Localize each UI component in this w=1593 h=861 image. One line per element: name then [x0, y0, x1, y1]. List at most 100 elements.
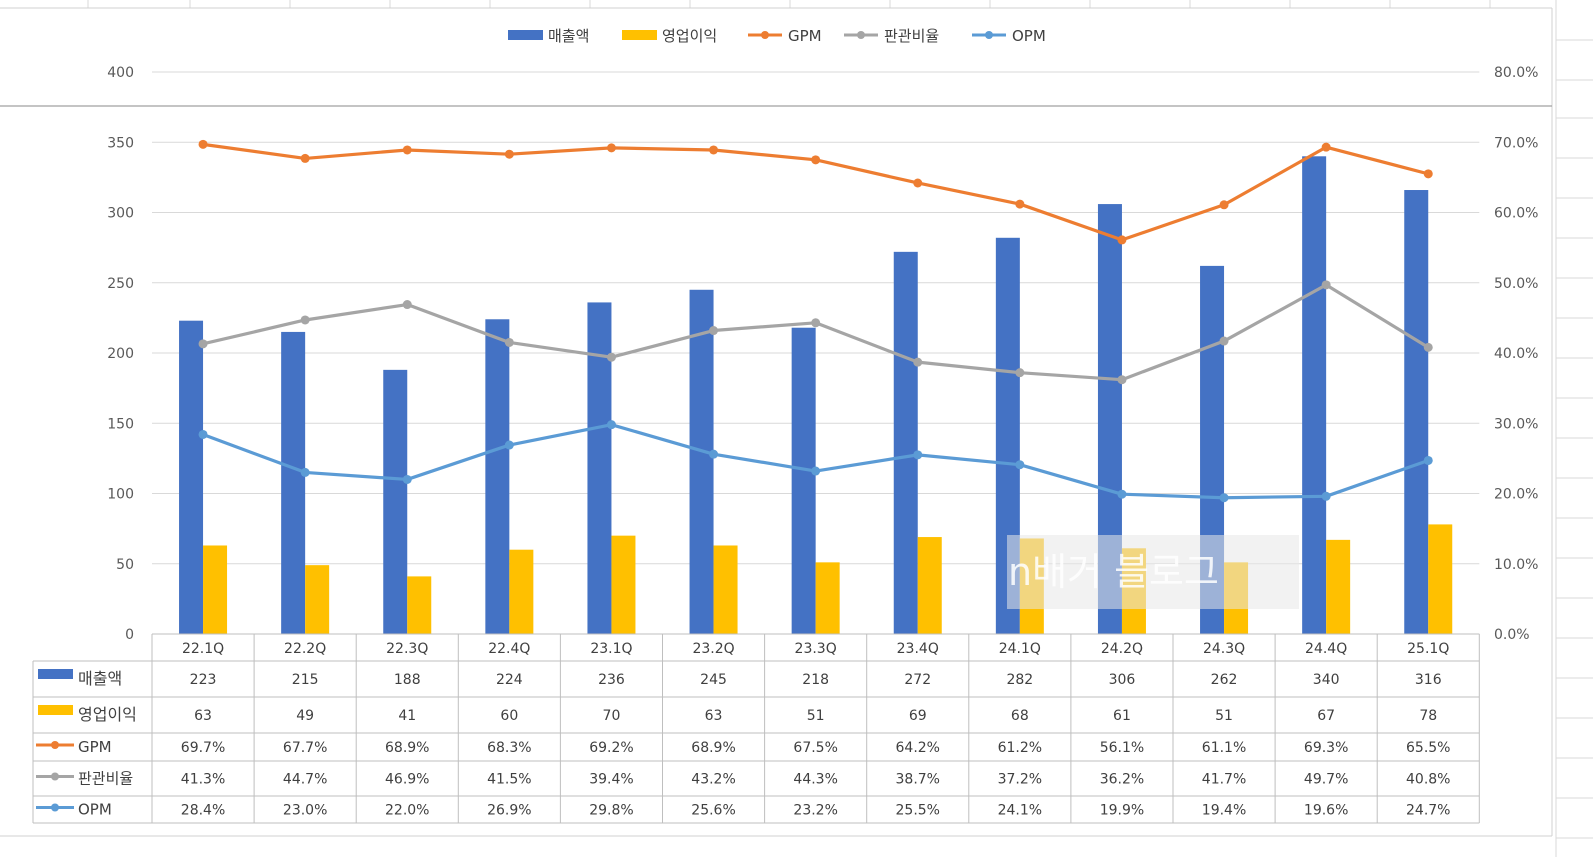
series-marker-판관비율 — [1423, 342, 1433, 352]
left-axis-tick-label: 200 — [107, 346, 134, 362]
table-cell: 25.6% — [691, 803, 735, 819]
bar-revenue — [383, 369, 408, 634]
series-marker-GPM — [811, 155, 821, 165]
series-marker-OPM — [606, 420, 616, 430]
table-cell: 49.7% — [1304, 772, 1348, 788]
series-marker-판관비율 — [402, 300, 412, 310]
series-marker-판관비율 — [1219, 336, 1229, 346]
table-cell: 26.9% — [487, 803, 531, 819]
table-cell: 24.1% — [998, 803, 1042, 819]
series-marker-OPM — [1015, 460, 1025, 470]
table-cell: 41 — [398, 708, 416, 724]
table-cell: 262 — [1211, 672, 1238, 688]
table-cell: 23.0% — [283, 803, 327, 819]
line-series — [198, 139, 1433, 503]
watermark: n배거 블로그 — [1007, 535, 1299, 609]
table-cell: 19.9% — [1100, 803, 1144, 819]
table-cell: 37.2% — [998, 772, 1042, 788]
right-axis-tick-label: 10.0% — [1494, 557, 1538, 573]
table-legend-key-marker — [51, 741, 59, 749]
left-axis-tick-label: 50 — [116, 557, 134, 573]
table-cell: 19.6% — [1304, 803, 1348, 819]
series-marker-판관비율 — [606, 352, 616, 362]
bar-revenue — [485, 319, 510, 634]
category-label: 23.1Q — [590, 641, 632, 657]
category-label: 24.3Q — [1203, 641, 1245, 657]
table-cell: 67.5% — [793, 740, 837, 756]
table-cell: 25.5% — [896, 803, 940, 819]
legend-swatch-marker — [985, 31, 993, 39]
table-cell: 49 — [296, 708, 314, 724]
table-cell: 28.4% — [181, 803, 225, 819]
left-axis-tick-label: 100 — [107, 487, 134, 503]
watermark-text: n배거 블로그 — [1008, 550, 1219, 594]
table-cell: 51 — [807, 708, 825, 724]
table-cell: 43.2% — [691, 772, 735, 788]
table-row-header: OPM — [78, 801, 112, 819]
bar-operating-profit — [611, 535, 636, 634]
left-axis-tick-label: 400 — [107, 65, 134, 81]
category-label: 24.1Q — [999, 641, 1041, 657]
data-table: 22.1Q 22.2Q 22.3Q 22.4Q 23.1Q 23.2Q 23.3Q 23.4Q… — [32, 633, 1480, 824]
series-marker-GPM — [606, 143, 616, 153]
category-label: 22.1Q — [182, 641, 224, 657]
series-marker-GPM — [198, 139, 208, 149]
series-marker-OPM — [504, 440, 514, 450]
table-row-header: 판관비율 — [78, 770, 133, 788]
table-cell: 29.8% — [589, 803, 633, 819]
table-cell: 69 — [909, 708, 927, 724]
legend-label: 판관비율 — [884, 27, 939, 45]
table-cell: 63 — [705, 708, 723, 724]
bar-revenue — [179, 320, 204, 634]
table-cell: 69.2% — [589, 740, 633, 756]
legend-label: 영업이익 — [662, 27, 717, 45]
bar-revenue — [689, 289, 714, 634]
bar-operating-profit — [203, 545, 228, 634]
category-label: 23.2Q — [692, 641, 734, 657]
table-cell: 36.2% — [1100, 772, 1144, 788]
table-cell: 68 — [1011, 708, 1029, 724]
series-marker-OPM — [1117, 489, 1127, 499]
right-axis-tick-label: 70.0% — [1494, 135, 1538, 151]
table-cell: 41.3% — [181, 772, 225, 788]
category-label: 24.4Q — [1305, 641, 1347, 657]
table-cell: 61.1% — [1202, 740, 1246, 756]
table-cell: 215 — [292, 672, 319, 688]
table-cell: 306 — [1109, 672, 1136, 688]
series-marker-판관비율 — [1321, 280, 1331, 290]
series-marker-GPM — [913, 178, 923, 188]
series-marker-판관비율 — [913, 357, 923, 367]
legend-label: 매출액 — [548, 27, 589, 45]
category-label: 25.1Q — [1407, 641, 1449, 657]
right-axis-tick-label: 80.0% — [1494, 65, 1538, 81]
table-cell: 60 — [500, 708, 518, 724]
right-axis-tick-label: 30.0% — [1494, 416, 1538, 432]
table-cell: 63 — [194, 708, 212, 724]
table-cell: 19.4% — [1202, 803, 1246, 819]
series-marker-GPM — [1219, 200, 1229, 210]
table-cell: 44.3% — [793, 772, 837, 788]
series-marker-GPM — [709, 145, 719, 155]
table-cell: 46.9% — [385, 772, 429, 788]
left-y-axis: 0 50 100 150 200 250 300 350 400 — [107, 65, 134, 643]
category-label: 23.4Q — [897, 641, 939, 657]
series-marker-GPM — [402, 145, 412, 155]
legend-swatch-marker — [761, 31, 769, 39]
table-legend-key-marker — [51, 772, 59, 781]
table-cell: 61 — [1113, 708, 1131, 724]
series-marker-판관비율 — [198, 339, 208, 349]
category-label: 22.2Q — [284, 641, 326, 657]
table-legend-key — [38, 705, 73, 715]
bar-revenue — [587, 302, 612, 634]
table-cell: 218 — [802, 672, 829, 688]
table-cell: 236 — [598, 672, 625, 688]
table-cell: 70 — [603, 708, 621, 724]
bar-operating-profit — [407, 576, 432, 634]
table-cell: 68.3% — [487, 740, 531, 756]
series-marker-OPM — [1423, 455, 1433, 465]
series-marker-GPM — [504, 149, 514, 159]
category-label: 23.3Q — [795, 641, 837, 657]
table-cell: 245 — [700, 672, 727, 688]
